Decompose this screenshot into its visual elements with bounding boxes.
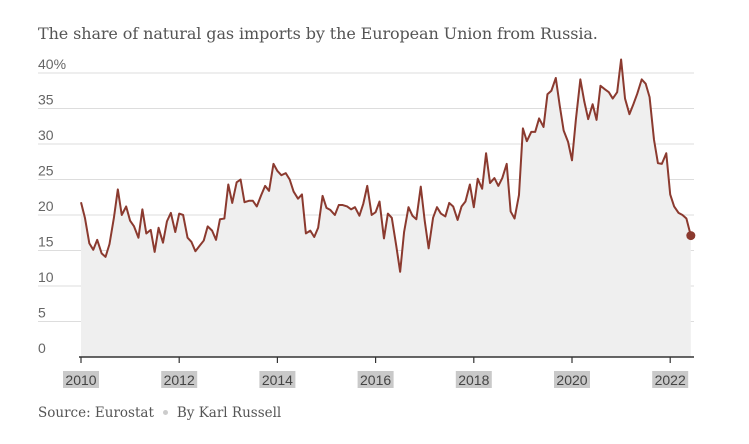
x-tick-label-bg [652,371,689,388]
y-tick-label: 15 [38,234,54,250]
y-tick-label: 40% [38,56,66,72]
y-tick-label: 20 [38,198,54,214]
y-axis-ticks: 0 5 10 15 20 25 30 35 40% [38,56,66,356]
source-line: Source: Eurostat By Karl Russell [38,405,281,421]
x-tick-label-bg [357,371,394,388]
y-tick-label: 0 [38,340,46,356]
x-tick-label: 2018 [458,372,489,388]
byline: By Karl Russell [176,405,282,421]
x-tick-label-bg [161,371,198,388]
x-tick-label: 2020 [556,372,587,388]
x-axis-ticks: 2010 2012 2014 2016 2018 2020 2022 [63,357,689,388]
area-fill [81,59,691,357]
x-tick-label: 2012 [164,372,195,388]
x-tick-label-bg [259,371,296,388]
endpoint-marker [686,231,696,241]
chart-title: The share of natural gas imports by the … [38,24,598,43]
x-tick-label-bg [63,371,99,388]
separator-dot [162,410,168,415]
y-tick-label: 35 [38,92,54,108]
y-tick-label: 25 [38,163,54,179]
y-tick-label: 30 [38,127,54,143]
x-tick-label: 2014 [262,372,293,388]
x-tick-label-bg [455,371,492,388]
x-tick-label-bg [554,371,590,388]
y-tick-label: 10 [38,269,54,285]
source-label: Source: Eurostat [38,405,154,421]
y-tick-label: 5 [38,305,46,321]
x-tick-label: 2016 [360,372,391,388]
series-line [80,58,692,273]
x-tick-label: 2010 [65,372,96,388]
x-tick-label: 2022 [655,372,686,388]
